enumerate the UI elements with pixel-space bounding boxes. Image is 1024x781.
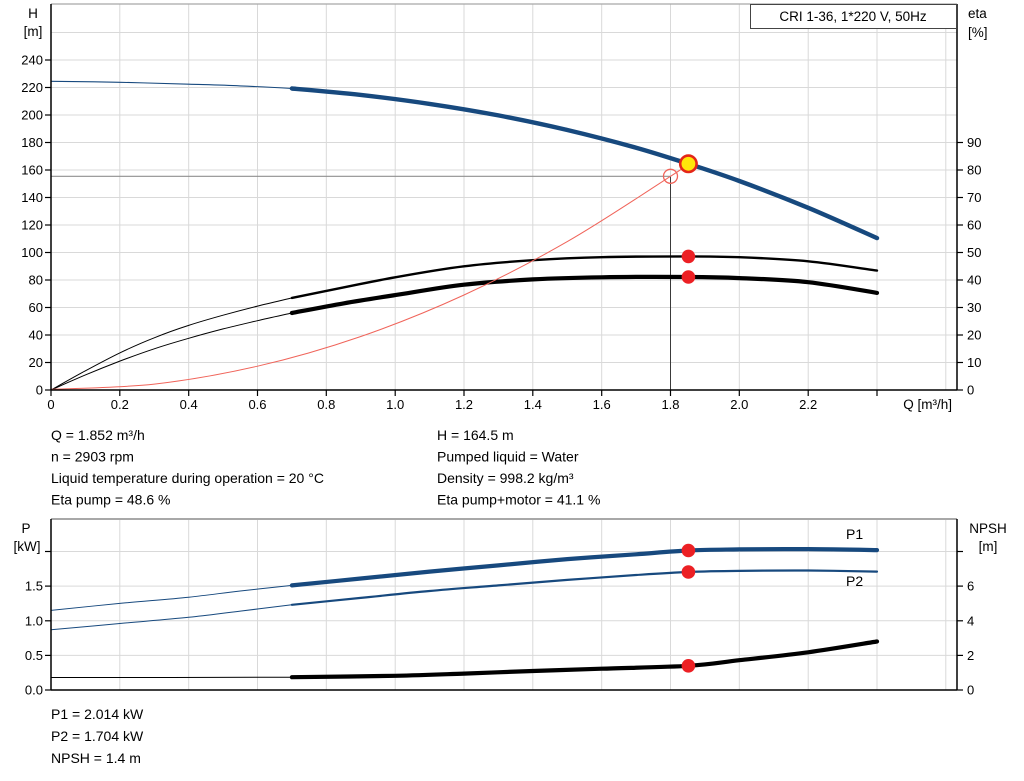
duty-point-marker xyxy=(678,154,698,174)
tick-label-left: 1.0 xyxy=(25,613,43,628)
system-curve xyxy=(50,163,689,390)
tick-label-x: 0 xyxy=(47,397,54,412)
tick-label-x: 2.0 xyxy=(730,397,748,412)
p1-curve-lead xyxy=(50,584,293,611)
tick-label-right: 0 xyxy=(967,383,974,398)
requested-duty-point-marker xyxy=(662,168,679,184)
p-axis-label: P xyxy=(21,521,30,536)
p1-curve xyxy=(289,546,880,588)
info-p2: P2 = 1.704 kW xyxy=(51,728,144,744)
tick-label-right: 70 xyxy=(967,190,981,205)
tick-label-left: 80 xyxy=(29,273,43,288)
tick-label-right: 20 xyxy=(967,328,981,343)
tick-label-x: 1.4 xyxy=(524,397,542,412)
tick-label-x: 1.2 xyxy=(455,397,473,412)
power-duty-dot xyxy=(681,565,696,579)
info-density: Density = 998.2 kg/m³ xyxy=(437,470,574,486)
info-npsh: NPSH = 1.4 m xyxy=(51,750,141,766)
info-speed: n = 2903 rpm xyxy=(51,449,134,465)
info-p1: P1 = 2.014 kW xyxy=(51,706,144,722)
q-axis-label: Q [m³/h] xyxy=(903,397,952,412)
tick-label-right: 10 xyxy=(967,355,981,370)
tick-label-left: 160 xyxy=(21,163,43,178)
axes-layer: 0204060801001201401601802002202400102030… xyxy=(21,3,981,698)
grid-layer xyxy=(51,4,957,690)
tick-label-left: 140 xyxy=(21,190,43,205)
eta-pump-curve xyxy=(290,255,879,300)
curve-label-p1: P1 xyxy=(846,526,863,542)
tick-label-right: 30 xyxy=(967,300,981,315)
tick-label-right: 0 xyxy=(967,683,974,698)
h-axis-label: H xyxy=(28,6,38,21)
tick-label-x: 0.8 xyxy=(317,397,335,412)
tick-label-right: 50 xyxy=(967,245,981,260)
eta-axis-label: eta xyxy=(968,6,987,21)
info-head: H = 164.5 m xyxy=(437,427,514,443)
info-eta-pump-motor: Eta pump+motor = 41.1 % xyxy=(437,492,600,508)
power-duty-dot xyxy=(681,659,696,673)
tick-label-right: 6 xyxy=(967,579,974,594)
eta-pump-lead xyxy=(50,297,293,391)
tick-label-left: 240 xyxy=(21,53,43,68)
h-axis-unit: [m] xyxy=(24,24,43,39)
eta-pump-motor-lead xyxy=(50,312,293,391)
eta-duty-dot xyxy=(681,249,696,264)
tick-label-right: 40 xyxy=(967,273,981,288)
tick-label-right: 60 xyxy=(967,218,981,233)
p2-curve-lead xyxy=(50,604,293,631)
head-curve xyxy=(289,86,880,241)
tick-label-left: 20 xyxy=(29,355,43,370)
info-liquid: Pumped liquid = Water xyxy=(437,449,579,465)
tick-label-left: 100 xyxy=(21,245,43,260)
tick-label-right: 2 xyxy=(967,648,974,663)
tick-label-left: 60 xyxy=(29,300,43,315)
npsh-axis-label: NPSH xyxy=(969,521,1007,536)
power-duty-dot xyxy=(681,543,696,558)
info-eta-pump: Eta pump = 48.6 % xyxy=(51,492,170,508)
curve-label-p2: P2 xyxy=(846,573,863,589)
tick-label-left: 40 xyxy=(29,328,43,343)
tick-label-left: 200 xyxy=(21,108,43,123)
tick-label-left: 0.5 xyxy=(25,648,43,663)
eta-axis-unit: [%] xyxy=(968,25,988,40)
tick-label-left: 120 xyxy=(21,218,43,233)
eta-duty-dot xyxy=(681,270,696,284)
tick-label-x: 1.6 xyxy=(593,397,611,412)
tick-label-x: 0.6 xyxy=(248,397,266,412)
npsh-axis-unit: [m] xyxy=(979,539,998,554)
tick-label-x: 1.0 xyxy=(386,397,404,412)
tick-label-right: 4 xyxy=(967,613,974,628)
tick-label-right: 80 xyxy=(967,163,981,178)
tick-label-x: 1.8 xyxy=(661,397,679,412)
pump-title-box xyxy=(750,4,957,29)
duty-markers-layer xyxy=(662,154,698,673)
duty-crosshair-layer xyxy=(51,175,671,390)
p-axis-unit: [kW] xyxy=(14,539,41,554)
tick-label-left: 220 xyxy=(21,80,43,95)
tick-label-x: 0.4 xyxy=(180,397,198,412)
eta-pump-motor-curve xyxy=(289,274,880,316)
pump-title: CRI 1-36, 1*220 V, 50Hz xyxy=(779,9,927,24)
tick-label-right: 90 xyxy=(967,135,981,150)
head-curve-lead xyxy=(50,80,293,90)
tick-label-left: 180 xyxy=(21,135,43,150)
tick-label-left: 0.0 xyxy=(25,683,43,698)
p2-curve xyxy=(290,569,879,606)
tick-label-x: 0.2 xyxy=(111,397,129,412)
info-flow: Q = 1.852 m³/h xyxy=(51,427,145,443)
tick-label-left: 1.5 xyxy=(25,579,43,594)
tick-label-x: 2.2 xyxy=(799,397,817,412)
tick-label-left: 0 xyxy=(36,383,43,398)
curves-layer: P1 P2 xyxy=(50,80,880,680)
info-temperature: Liquid temperature during operation = 20… xyxy=(51,470,324,486)
npsh-curve xyxy=(289,639,880,680)
